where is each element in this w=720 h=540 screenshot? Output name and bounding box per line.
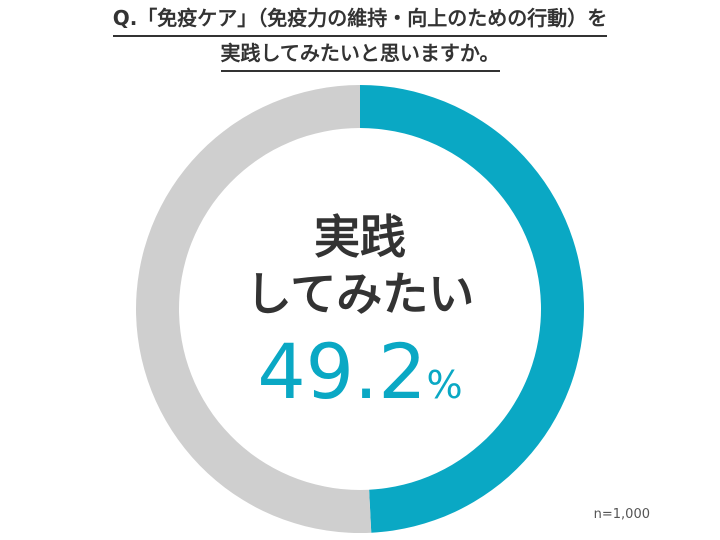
center-label-line-2: してみたい bbox=[246, 267, 475, 321]
center-value: 49.2% bbox=[257, 327, 462, 416]
center-label-line-1: 実践 bbox=[314, 210, 406, 264]
question-line-1: Q.「免疫ケア」（免疫力の維持・向上のための行動）を bbox=[112, 2, 608, 37]
sample-size: n=1,000 bbox=[593, 507, 650, 522]
center-value-number: 49.2 bbox=[257, 327, 426, 416]
question-title: Q.「免疫ケア」（免疫力の維持・向上のための行動）を 実践してみたいと思いますか… bbox=[0, 2, 720, 72]
center-value-unit: % bbox=[427, 363, 463, 407]
donut-slices bbox=[136, 85, 585, 533]
donut-slice-1 bbox=[360, 85, 585, 533]
question-line-2: 実践してみたいと思いますか。 bbox=[220, 37, 500, 72]
donut-slice-2 bbox=[136, 85, 372, 533]
